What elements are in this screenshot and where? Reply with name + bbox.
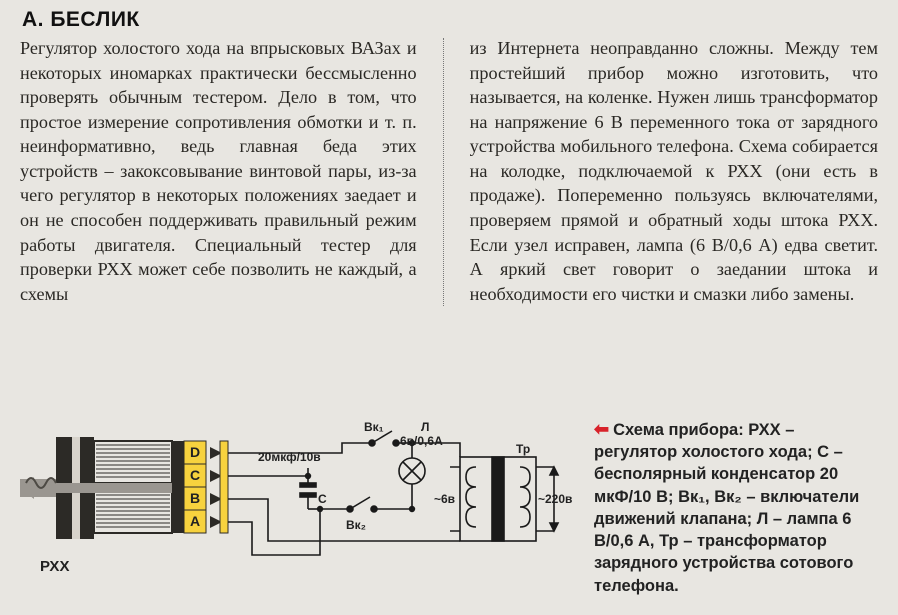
switch1-label: Вк₁	[364, 420, 384, 434]
article-page: А. БЕСЛИК Регулятор холостого хода на вп…	[0, 0, 898, 615]
v6-label: ~6в	[434, 492, 455, 506]
lamp-label: Л	[421, 420, 429, 434]
caption-arrow-icon: ⬅	[594, 419, 609, 439]
switch2-label: Вк₂	[346, 518, 366, 532]
figure-row: D C B A РХХ	[20, 413, 878, 597]
column-left: Регулятор холостого хода на впрысковых В…	[20, 36, 417, 306]
connector-pins: D C B A	[184, 441, 206, 533]
v220-label: ~220в	[538, 492, 572, 506]
cap-label: 20мкф/10в	[258, 450, 321, 464]
column-divider	[443, 38, 444, 306]
trans-label: Тр	[516, 442, 530, 456]
pin-d: D	[190, 444, 200, 460]
figure-caption: ⬅Схема прибора: РХХ – регулятор холостог…	[594, 413, 878, 597]
caption-text: Схема прибора: РХХ – регулятор холостого…	[594, 421, 859, 595]
rxx-assembly: D C B A РХХ	[20, 437, 228, 575]
lamp-rating-label: 6в/0,6А	[400, 434, 443, 448]
cap-short-label: С	[318, 492, 327, 506]
text-columns: Регулятор холостого хода на впрысковых В…	[20, 36, 878, 306]
author-heading: А. БЕСЛИК	[22, 8, 878, 32]
pin-a: A	[190, 513, 200, 529]
rxx-label: РХХ	[40, 558, 69, 575]
pin-c: C	[190, 467, 200, 483]
circuit-schematic: D C B A РХХ	[20, 413, 580, 585]
pin-b: B	[190, 490, 200, 506]
column-right: из Интернета неоправданно сложны. Между …	[470, 36, 878, 306]
